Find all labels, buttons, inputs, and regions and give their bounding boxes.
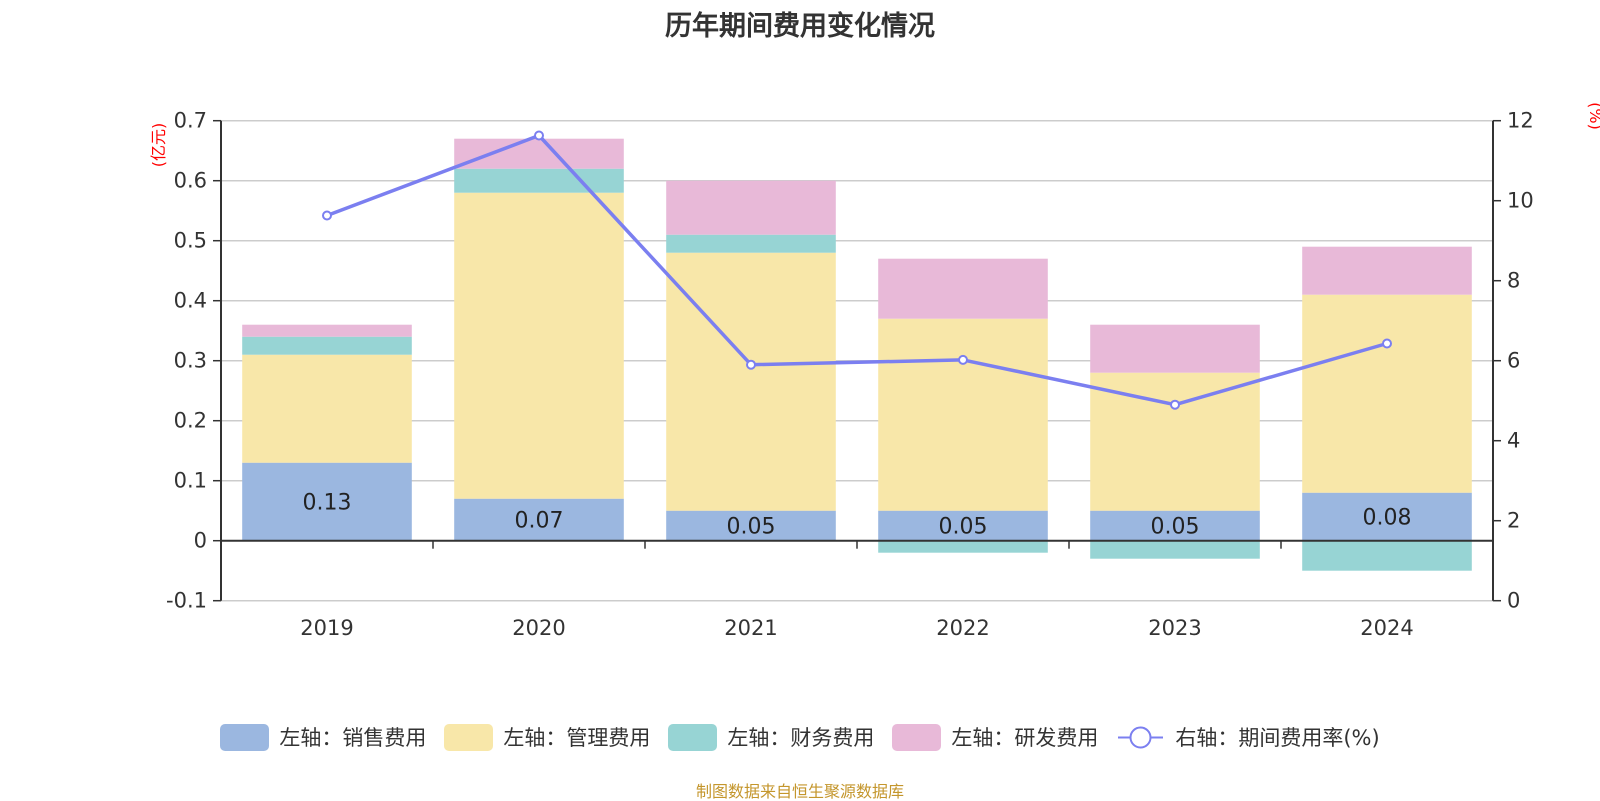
bar-admin-2022: [878, 318, 1048, 511]
bar-series: [242, 138, 1472, 571]
bar-rnd-2020: [454, 138, 624, 169]
data-label-sales-2021: 0.05: [727, 515, 776, 540]
bar-admin-2023: [1090, 372, 1260, 511]
right-axis-tick-label: 6: [1507, 349, 1520, 373]
legend-item-finance[interactable]: 左轴：财务费用: [668, 722, 874, 752]
right-axis-tick-label: 8: [1507, 269, 1520, 293]
x-axis-tick-label: 2023: [1148, 616, 1201, 640]
bar-finance-2023: [1090, 540, 1260, 559]
left-axis-unit-label: (亿元): [149, 123, 168, 168]
legend-swatch-sales: [220, 723, 270, 751]
data-label-sales-2024: 0.08: [1363, 506, 1412, 531]
data-label-sales-2023: 0.05: [1151, 515, 1200, 540]
gridlines: [221, 119, 1493, 602]
bar-rnd-2024: [1302, 246, 1472, 295]
rate-point-2019: [322, 210, 332, 221]
left-axis-tick-label: 0.5: [174, 229, 207, 253]
bar-sales-2020: [454, 498, 624, 541]
rate-point-2020: [534, 130, 544, 141]
legend-label: 左轴：销售费用: [279, 726, 427, 750]
legend-label: 左轴：研发费用: [951, 726, 1099, 750]
x-axis-tick-label: 2019: [300, 616, 353, 640]
chart-title: 历年期间费用变化情况: [665, 11, 935, 42]
legend-item-sales[interactable]: 左轴：销售费用: [220, 722, 426, 752]
left-axis-tick-label: 0.4: [174, 289, 207, 313]
right-axis-tick-label: 4: [1507, 429, 1520, 453]
rate-point-2023: [1170, 399, 1180, 410]
legend-label: 右轴：期间费用率(%): [1175, 726, 1380, 750]
legend: 左轴：销售费用 左轴：管理费用 左轴：财务费用 左轴：研发费用 右轴：期间费用率…: [0, 722, 1600, 752]
rate-point-2021: [746, 359, 756, 370]
bar-rnd-2019: [242, 324, 412, 337]
left-axis-tick-label: 0.1: [174, 469, 207, 493]
right-axis-tick-label: 2: [1507, 509, 1520, 533]
bar-admin-2024: [1302, 294, 1472, 493]
bar-sales-2019: [242, 462, 412, 541]
data-source-note: 制图数据来自恒生聚源数据库: [695, 782, 904, 801]
bar-sales-2022: [878, 510, 1048, 541]
data-label-sales-2020: 0.07: [515, 509, 564, 534]
right-axis-tick-label: 12: [1507, 109, 1534, 133]
bar-rnd-2021: [666, 180, 836, 235]
data-label-sales-2022: 0.05: [939, 515, 988, 540]
bar-finance-2021: [666, 234, 836, 253]
axes: -0.1 0 0.1 0.2 0.3 0.4 0.5 0.6 0.7 0 2 4 6 8 10 12 (亿元) (…: [149, 102, 1600, 640]
bar-sales-2023: [1090, 510, 1260, 541]
rate-line: [326, 133, 1388, 407]
legend-item-rate[interactable]: 右轴：期间费用率(%): [1116, 722, 1380, 752]
bar-rnd-2023: [1090, 324, 1260, 373]
bar-admin-2020: [454, 192, 624, 499]
right-axis-tick-label: 0: [1507, 589, 1520, 613]
legend-swatch-finance: [668, 723, 718, 751]
bar-finance-2019: [242, 336, 412, 355]
legend-item-admin[interactable]: 左轴：管理费用: [444, 722, 650, 752]
data-label-sales-2019: 0.13: [303, 491, 352, 516]
bar-finance-2020: [454, 168, 624, 193]
legend-item-rnd[interactable]: 左轴：研发费用: [892, 722, 1098, 752]
rate-point-2022: [958, 354, 968, 365]
data-labels: 0.13 0.07 0.05 0.05 0.05 0.08: [303, 491, 1412, 540]
left-axis-tick-label: 0: [194, 529, 207, 553]
legend-label: 左轴：财务费用: [727, 726, 875, 750]
left-axis-tick-label: 0.7: [174, 109, 207, 133]
left-axis-tick-label: 0.6: [174, 169, 207, 193]
bar-finance-2022: [878, 540, 1048, 553]
bar-rnd-2022: [878, 258, 1048, 319]
left-axis-tick-label: -0.1: [166, 589, 207, 613]
x-axis-tick-label: 2020: [512, 616, 565, 640]
left-axis-tick-label: 0.2: [174, 409, 207, 433]
legend-label: 左轴：管理费用: [503, 726, 651, 750]
rate-point-2024: [1382, 338, 1392, 349]
bar-sales-2021: [666, 510, 836, 541]
rate-line-series: [322, 130, 1392, 410]
legend-swatch-rnd: [892, 723, 942, 751]
bar-finance-2024: [1302, 540, 1472, 571]
x-axis-tick-label: 2021: [724, 616, 777, 640]
bar-admin-2021: [666, 252, 836, 511]
line-marker-icon: [1118, 726, 1164, 748]
bar-sales-2024: [1302, 492, 1472, 541]
right-axis-tick-label: 10: [1507, 189, 1534, 213]
left-axis-tick-label: 0.3: [174, 349, 207, 373]
legend-swatch-admin: [444, 723, 494, 751]
x-axis-tick-label: 2024: [1360, 616, 1413, 640]
bar-admin-2019: [242, 354, 412, 463]
right-axis-unit-label: (%): [1586, 102, 1600, 130]
x-axis-tick-label: 2022: [936, 616, 989, 640]
